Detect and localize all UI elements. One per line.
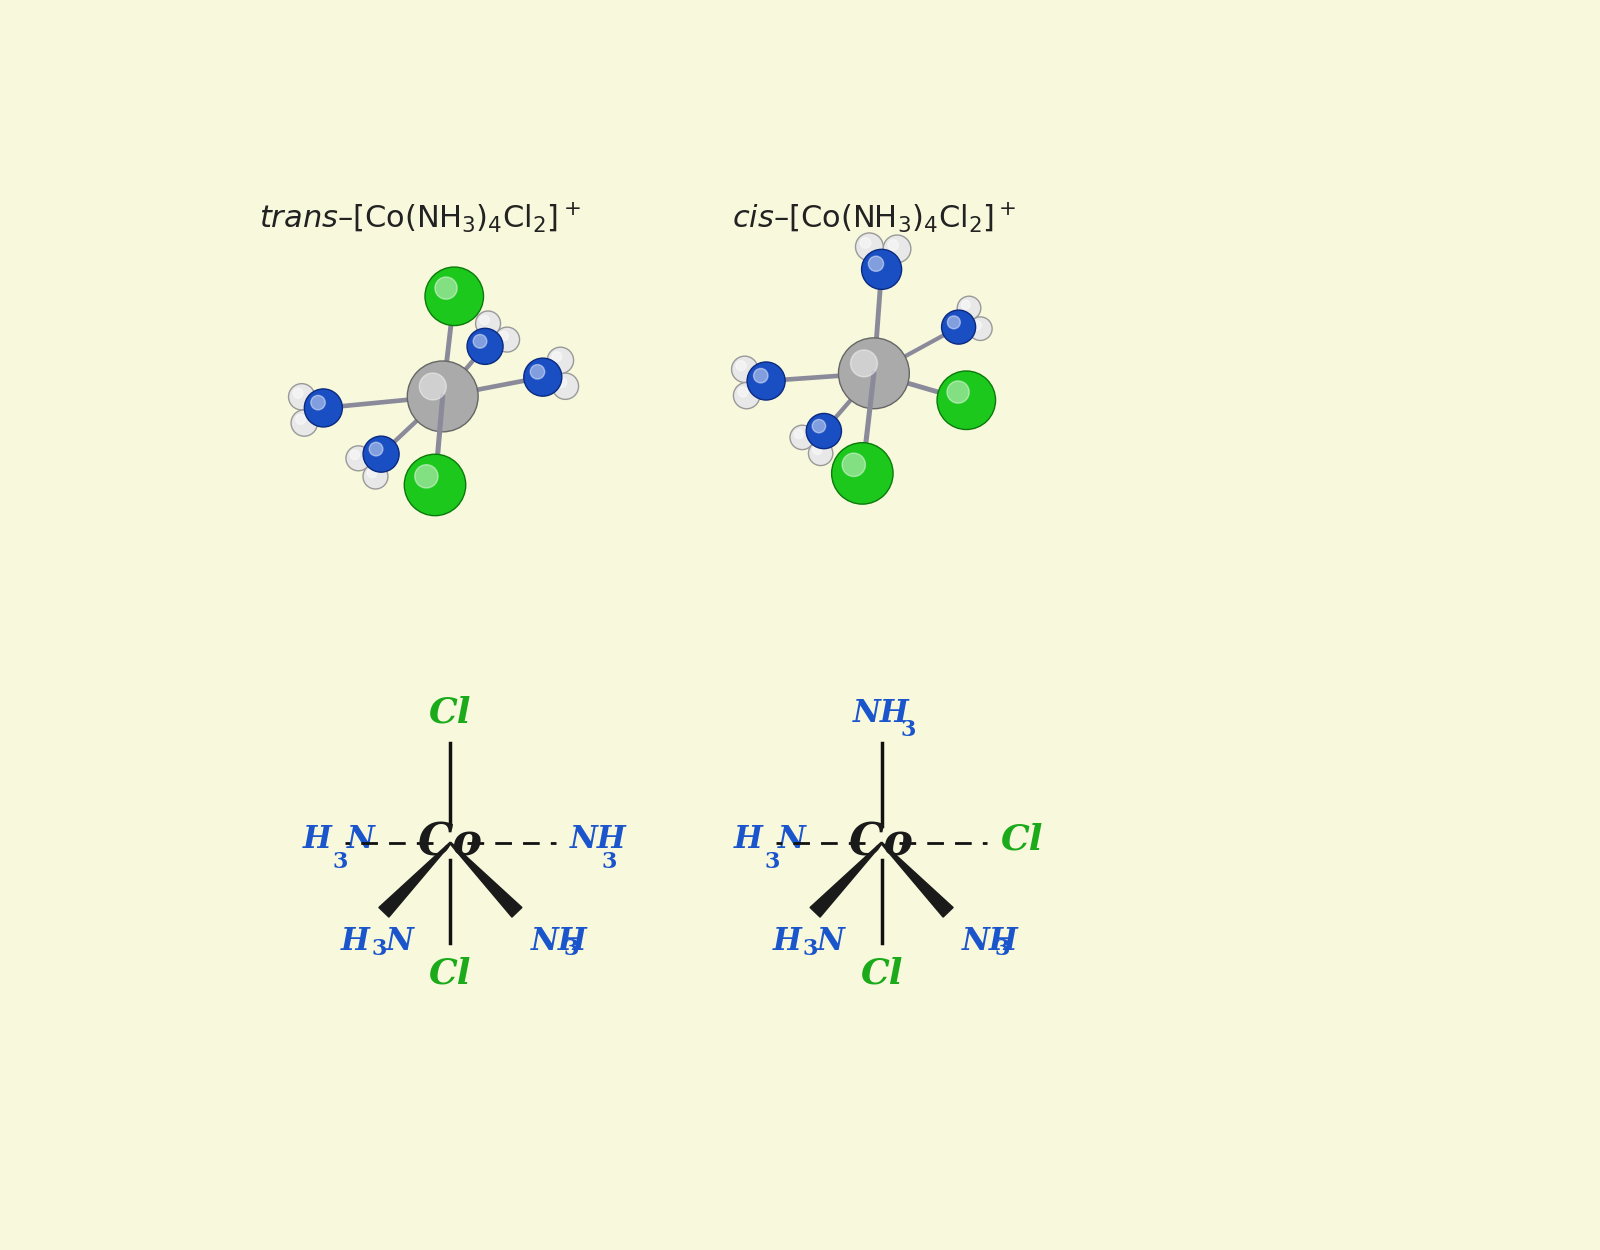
Text: 3: 3	[901, 719, 915, 741]
Text: NH: NH	[962, 926, 1019, 958]
Circle shape	[736, 361, 746, 371]
Circle shape	[474, 335, 486, 349]
Text: N: N	[386, 926, 413, 958]
Circle shape	[405, 454, 466, 516]
Circle shape	[370, 442, 382, 456]
Circle shape	[547, 348, 573, 374]
Circle shape	[888, 240, 899, 250]
Text: Cl: Cl	[429, 695, 472, 729]
Circle shape	[851, 350, 877, 376]
Circle shape	[861, 249, 902, 289]
Text: 3: 3	[563, 938, 579, 960]
Circle shape	[838, 338, 909, 409]
Circle shape	[499, 331, 509, 341]
Circle shape	[363, 436, 398, 472]
Circle shape	[408, 361, 478, 431]
Circle shape	[426, 268, 483, 325]
Circle shape	[293, 389, 302, 399]
Polygon shape	[882, 842, 954, 917]
Text: H: H	[773, 926, 802, 958]
Circle shape	[552, 351, 562, 361]
Text: H: H	[734, 824, 763, 855]
Circle shape	[808, 441, 834, 465]
Text: 3: 3	[602, 851, 618, 872]
Circle shape	[363, 464, 387, 489]
Circle shape	[552, 372, 579, 400]
Circle shape	[310, 395, 325, 410]
Circle shape	[350, 450, 360, 460]
Circle shape	[467, 329, 502, 364]
Circle shape	[973, 321, 981, 330]
Circle shape	[480, 315, 490, 325]
Text: 3: 3	[765, 851, 779, 872]
Circle shape	[346, 446, 371, 471]
Circle shape	[856, 232, 883, 261]
Circle shape	[947, 316, 960, 329]
Circle shape	[794, 429, 803, 439]
Circle shape	[813, 445, 822, 455]
Text: NH: NH	[570, 824, 626, 855]
Circle shape	[494, 328, 520, 352]
Circle shape	[523, 359, 562, 396]
Circle shape	[957, 296, 981, 320]
Circle shape	[883, 235, 910, 262]
Text: $\mathit{trans}$–[Co(NH$_3$)$_4$Cl$_2$]$^+$: $\mathit{trans}$–[Co(NH$_3$)$_4$Cl$_2$]$…	[259, 200, 581, 235]
Circle shape	[861, 238, 870, 249]
Text: 3: 3	[333, 851, 349, 872]
Text: Cl: Cl	[861, 958, 902, 991]
Circle shape	[731, 356, 758, 382]
Circle shape	[842, 452, 866, 476]
Text: Cl: Cl	[429, 958, 472, 991]
Circle shape	[747, 362, 786, 400]
Text: $\mathit{cis}$–[Co(NH$_3$)$_4$Cl$_2$]$^+$: $\mathit{cis}$–[Co(NH$_3$)$_4$Cl$_2$]$^+…	[731, 200, 1016, 235]
Circle shape	[475, 311, 501, 336]
Circle shape	[806, 414, 842, 449]
Text: 3: 3	[803, 938, 818, 960]
Text: N: N	[347, 824, 374, 855]
Circle shape	[813, 420, 826, 432]
Circle shape	[738, 388, 747, 398]
Circle shape	[733, 382, 760, 409]
Circle shape	[414, 465, 438, 488]
Circle shape	[790, 425, 814, 450]
Circle shape	[296, 414, 306, 424]
Circle shape	[435, 278, 458, 299]
Text: NH: NH	[853, 698, 910, 729]
Circle shape	[938, 371, 995, 430]
Text: Co: Co	[850, 821, 914, 865]
Text: Cl: Cl	[1000, 822, 1043, 856]
Circle shape	[288, 384, 315, 410]
Circle shape	[832, 442, 893, 504]
Text: N: N	[816, 926, 845, 958]
Circle shape	[869, 256, 883, 271]
Circle shape	[368, 469, 376, 478]
Polygon shape	[810, 842, 882, 917]
Polygon shape	[450, 842, 522, 917]
Text: NH: NH	[531, 926, 587, 958]
Text: Co: Co	[418, 821, 483, 865]
Circle shape	[291, 410, 317, 436]
Circle shape	[530, 365, 544, 379]
Circle shape	[754, 369, 768, 382]
Circle shape	[968, 318, 992, 340]
Polygon shape	[379, 842, 451, 917]
Text: 3: 3	[994, 938, 1010, 960]
Text: H: H	[341, 926, 370, 958]
Circle shape	[941, 310, 976, 344]
Circle shape	[962, 300, 970, 309]
Circle shape	[419, 372, 446, 400]
Text: 3: 3	[371, 938, 387, 960]
Text: N: N	[778, 824, 806, 855]
Circle shape	[557, 378, 566, 388]
Text: H: H	[302, 824, 331, 855]
Circle shape	[304, 389, 342, 428]
Circle shape	[947, 381, 970, 404]
